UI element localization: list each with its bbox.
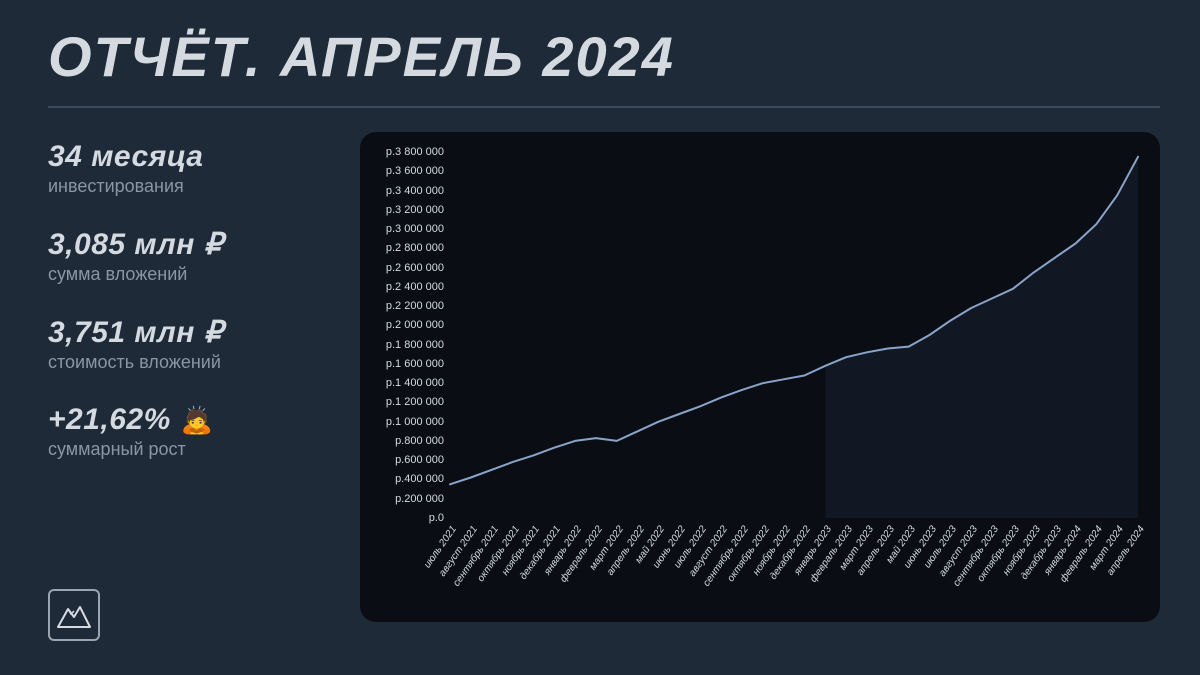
stat-months: 34 месяца инвестирования — [48, 140, 338, 197]
stat-value: 3,751 млн ₽ — [48, 315, 338, 350]
y-tick: р.3 800 000 — [386, 146, 444, 158]
stat-value: 34 месяца — [48, 140, 338, 174]
y-tick: р.3 600 000 — [386, 165, 444, 177]
y-tick: р.2 600 000 — [386, 262, 444, 274]
stat-value: +21,62% — [48, 403, 171, 437]
y-tick: р.1 200 000 — [386, 396, 444, 408]
y-tick: р.3 200 000 — [386, 204, 444, 216]
mountain-logo-icon — [48, 589, 100, 641]
y-axis: р.0р.200 000р.400 000р.600 000р.800 000р… — [372, 152, 448, 518]
plot-area — [450, 152, 1138, 518]
stats-panel: 34 месяца инвестирования 3,085 млн ₽ сум… — [48, 140, 338, 490]
line-chart-svg — [450, 152, 1138, 518]
y-tick: р.1 800 000 — [386, 339, 444, 351]
x-axis: июль 2021август 2021сентябрь 2021октябрь… — [450, 520, 1138, 614]
stat-invested: 3,085 млн ₽ сумма вложений — [48, 227, 338, 285]
y-tick: р.2 000 000 — [386, 319, 444, 331]
y-tick: р.2 400 000 — [386, 281, 444, 293]
stat-worth: 3,751 млн ₽ стоимость вложений — [48, 315, 338, 373]
title-divider — [48, 106, 1160, 108]
y-tick: р.3 400 000 — [386, 185, 444, 197]
y-tick: р.600 000 — [395, 454, 444, 466]
stat-label: инвестирования — [48, 176, 338, 197]
stat-growth: +21,62% 🙇 суммарный рост — [48, 403, 338, 460]
y-tick: р.1 600 000 — [386, 358, 444, 370]
stat-value: 3,085 млн ₽ — [48, 227, 338, 262]
y-tick: р.2 200 000 — [386, 300, 444, 312]
y-tick: р.1 400 000 — [386, 377, 444, 389]
chart-panel: р.0 р.200 000 р.400 000 р.600 000 р.800 000 р… — [360, 132, 1160, 622]
page-title: ОТЧЁТ. АПРЕЛЬ 2024 — [48, 24, 675, 89]
y-tick: р.1 000 000 — [386, 416, 444, 428]
stat-label: суммарный рост — [48, 439, 338, 460]
y-tick: р.2 800 000 — [386, 242, 444, 254]
y-tick: р.200 000 — [395, 493, 444, 505]
stat-label: стоимость вложений — [48, 352, 338, 373]
y-tick: р.400 000 — [395, 473, 444, 485]
stat-label: сумма вложений — [48, 264, 338, 285]
y-tick: р.800 000 — [395, 435, 444, 447]
y-tick: р.3 000 000 — [386, 223, 444, 235]
dab-emoji-icon: 🙇 — [181, 405, 213, 436]
y-tick: р.0 — [429, 512, 444, 524]
